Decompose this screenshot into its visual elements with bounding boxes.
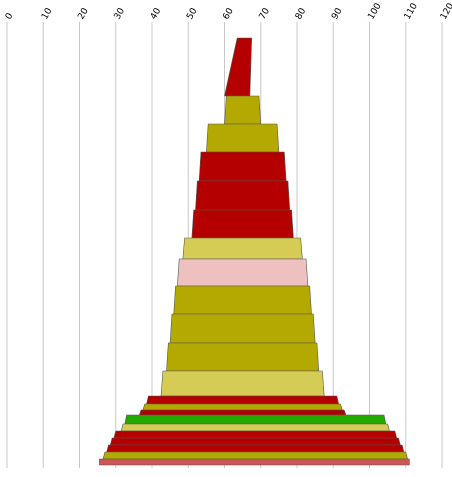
funnel-segment-22 (99, 458, 410, 466)
funnel-segment-8 (177, 258, 309, 287)
funnel-segment-9 (173, 285, 312, 315)
x-tick-label: 110 (403, 1, 420, 21)
funnel-segment-5 (195, 180, 291, 211)
x-tick-label: 10 (40, 6, 55, 21)
funnel-segment-6 (191, 209, 294, 239)
funnel-segment-19 (109, 437, 401, 446)
funnel-segment-20 (106, 444, 405, 453)
x-tick-label: 70 (258, 6, 273, 21)
funnel-segments (99, 37, 410, 466)
x-tick-label: 60 (221, 6, 236, 21)
x-tick-label: 40 (149, 6, 164, 21)
funnel-segment-15 (138, 409, 347, 416)
funnel-segment-16 (124, 414, 387, 425)
funnel-segment-12 (160, 370, 325, 397)
funnel-segment-13 (146, 395, 340, 405)
funnel-segment-7 (182, 237, 303, 260)
x-tick-label: 80 (294, 6, 309, 21)
funnel-segment-1 (224, 37, 252, 97)
funnel-segment-2 (224, 95, 262, 125)
x-axis-ticks: 0 10 20 30 40 50 60 70 80 90 100 110 120 (4, 1, 452, 21)
x-tick-label: 20 (76, 6, 91, 21)
funnel-segment-11 (166, 342, 320, 372)
x-tick-label: 0 (4, 11, 16, 21)
funnel-segment-21 (102, 451, 408, 460)
x-tick-label: 30 (113, 6, 128, 21)
x-tick-label: 50 (185, 6, 200, 21)
funnel-segment-17 (120, 423, 390, 432)
x-tick-label: 100 (366, 1, 383, 21)
funnel-segment-18 (113, 430, 398, 439)
funnel-segment-3 (206, 123, 280, 153)
funnel-segment-4 (198, 151, 287, 182)
funnel-segment-10 (169, 313, 316, 344)
funnel-segment-14 (142, 403, 343, 411)
x-tick-label: 120 (439, 1, 452, 21)
x-tick-label: 90 (330, 6, 345, 21)
